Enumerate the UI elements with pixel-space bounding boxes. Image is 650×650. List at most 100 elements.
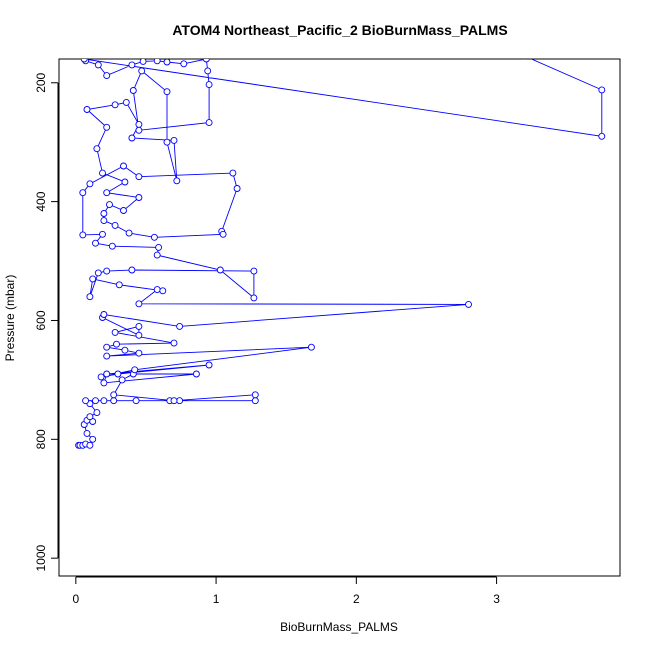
data-point	[163, 88, 171, 96]
y-tick-label: 1000	[34, 545, 48, 572]
data-point	[205, 119, 213, 127]
series-line	[78, 59, 603, 446]
data-point	[103, 123, 111, 131]
data-point	[251, 397, 259, 405]
data-point	[205, 81, 213, 89]
data-point	[153, 59, 161, 65]
data-point	[121, 346, 129, 354]
data-point	[106, 201, 113, 209]
y-tick-label: 200	[34, 72, 48, 92]
data-series	[75, 59, 606, 449]
data-point	[103, 370, 111, 378]
data-point	[129, 87, 137, 94]
data-point	[250, 294, 258, 302]
x-axis: 0 1 2 3	[72, 576, 500, 606]
data-point	[86, 180, 94, 188]
data-point	[159, 287, 167, 295]
data-point	[103, 267, 111, 275]
data-point	[93, 409, 101, 417]
data-point	[204, 67, 212, 75]
data-point	[205, 361, 213, 369]
data-point	[202, 59, 210, 63]
data-point	[125, 229, 133, 237]
data-point	[170, 136, 178, 144]
data-point	[180, 60, 188, 68]
data-point	[99, 230, 106, 238]
data-point	[100, 397, 108, 405]
x-tick-label: 1	[213, 592, 220, 606]
data-point	[153, 286, 161, 294]
data-point	[132, 397, 140, 405]
data-point	[110, 397, 118, 405]
data-point	[176, 397, 184, 405]
data-point	[103, 352, 111, 360]
data-point	[79, 231, 87, 239]
data-point	[138, 67, 146, 75]
data-point	[94, 269, 102, 277]
data-point	[128, 61, 136, 69]
data-point	[163, 59, 171, 66]
data-point	[128, 266, 136, 274]
data-point	[118, 376, 126, 384]
data-point	[115, 281, 123, 289]
data-point	[100, 379, 108, 387]
x-axis-label: BioBurnMass_PALMS	[280, 620, 398, 634]
data-point	[100, 311, 108, 318]
data-point	[114, 370, 122, 378]
data-point	[113, 340, 120, 348]
data-point	[176, 322, 184, 330]
y-axis-label: Pressure (mbar)	[3, 275, 17, 362]
data-point	[80, 59, 88, 63]
data-point	[163, 138, 171, 146]
data-point	[111, 328, 119, 336]
data-point	[94, 61, 102, 69]
data-point	[93, 145, 101, 153]
data-point	[92, 239, 99, 247]
data-point	[598, 132, 606, 140]
data-point	[598, 86, 606, 94]
y-axis: 200 400 600 800 1000	[34, 72, 59, 572]
data-point	[250, 267, 258, 275]
data-point	[135, 331, 143, 339]
x-tick-label: 2	[353, 592, 360, 606]
data-point	[99, 169, 106, 177]
data-point	[100, 210, 108, 217]
data-point	[465, 300, 472, 308]
data-point	[103, 189, 111, 197]
data-point	[307, 343, 315, 351]
y-tick-label: 400	[34, 191, 48, 211]
data-point	[229, 169, 237, 177]
data-point	[219, 230, 227, 238]
data-point	[251, 391, 259, 399]
data-point	[173, 177, 181, 185]
data-point	[135, 120, 143, 128]
data-point	[135, 173, 143, 181]
data-point	[522, 59, 527, 60]
data-point	[135, 300, 143, 308]
data-point	[108, 242, 116, 250]
data-point	[79, 189, 87, 197]
data-point	[122, 98, 130, 106]
data-point	[139, 59, 147, 65]
data-point	[100, 217, 108, 225]
data-point	[89, 435, 97, 443]
data-point	[121, 178, 129, 186]
data-point	[131, 366, 139, 374]
data-point	[135, 322, 143, 330]
y-tick-label: 800	[34, 429, 48, 449]
chart-title: ATOM4 Northeast_Pacific_2 BioBurnMass_PA…	[172, 22, 507, 38]
data-point	[92, 397, 99, 405]
data-point	[86, 441, 94, 449]
data-point	[135, 349, 143, 357]
data-point	[83, 429, 91, 437]
data-point	[103, 72, 111, 80]
data-point	[111, 101, 119, 109]
data-point	[89, 275, 97, 283]
data-point	[103, 343, 111, 351]
data-point	[120, 162, 127, 170]
data-point	[83, 106, 91, 113]
data-point	[135, 126, 143, 134]
data-point	[135, 194, 143, 201]
data-point	[153, 251, 161, 259]
